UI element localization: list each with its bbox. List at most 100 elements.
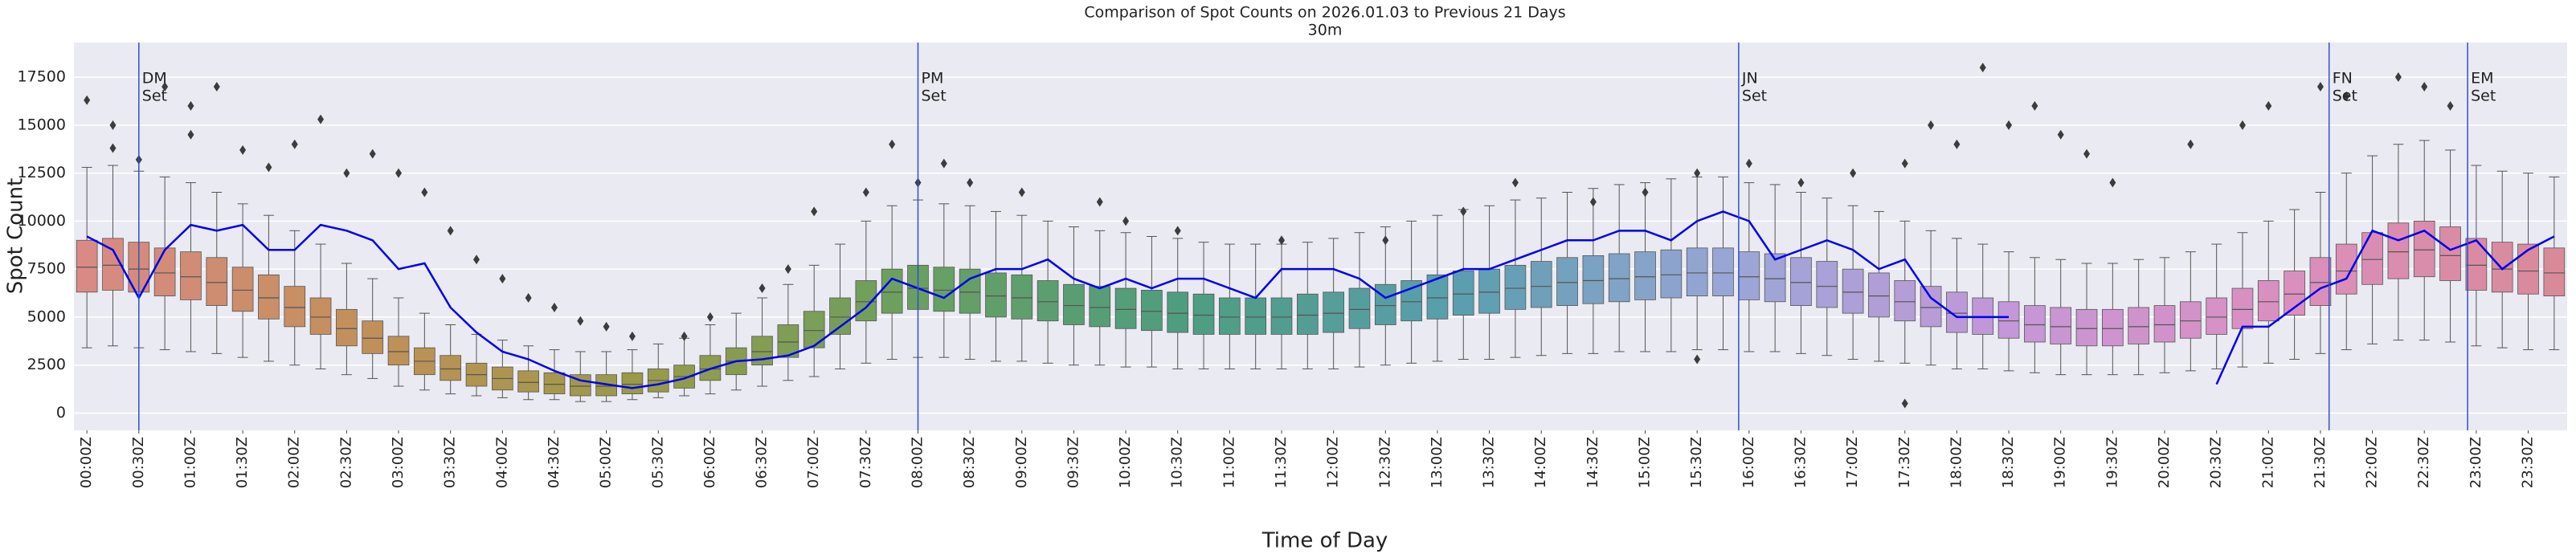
box [985, 272, 1007, 318]
outlier [2421, 81, 2428, 92]
x-tick-label: 22:00Z [2364, 437, 2381, 488]
box [2206, 297, 2227, 335]
x-tick-label: 04:00Z [493, 437, 510, 488]
annotation-label: Set [921, 88, 946, 105]
outlier [2083, 149, 2091, 159]
outlier [1278, 235, 1286, 246]
box [387, 336, 410, 366]
y-tick-label: 12500 [18, 164, 66, 181]
x-tick-label: 18:00Z [1948, 437, 1965, 488]
box [1894, 280, 1916, 322]
box [2102, 308, 2124, 347]
box [1063, 283, 1085, 325]
box [1219, 297, 1241, 335]
outlier [577, 316, 584, 326]
box [517, 370, 539, 393]
outlier [706, 312, 714, 322]
box [543, 372, 566, 394]
y-tick-label: 5000 [27, 308, 66, 325]
box [933, 267, 955, 312]
box [1245, 297, 1267, 335]
x-tick-label: 11:00Z [1221, 437, 1237, 488]
box [2257, 280, 2280, 322]
box [2543, 247, 2566, 297]
outlier [1382, 235, 1389, 246]
outlier [1096, 197, 1103, 207]
box [1920, 286, 1942, 328]
box [440, 355, 462, 381]
outlier [421, 187, 428, 198]
x-tick-label: 05:30Z [649, 437, 666, 488]
outlier [628, 331, 636, 341]
outlier [213, 81, 220, 92]
outlier [525, 293, 532, 303]
annotation-label: DM [142, 70, 167, 88]
outlier [889, 139, 896, 149]
outlier [1797, 177, 1805, 188]
outlier [784, 264, 791, 275]
box [2335, 243, 2357, 295]
outlier [1589, 197, 1597, 207]
outlier [1642, 187, 1649, 198]
box [1297, 293, 1319, 335]
annotation-label: FN [2333, 70, 2353, 88]
box [881, 268, 903, 314]
outlier [1979, 63, 1986, 73]
box [1764, 253, 1786, 303]
x-tick-label: 01:30Z [234, 437, 251, 488]
box [231, 267, 254, 312]
box [2413, 220, 2435, 278]
box [1478, 268, 1500, 314]
x-tick-label: 17:30Z [1896, 437, 1913, 488]
box [1997, 301, 2020, 339]
outlier [343, 168, 350, 178]
x-tick-label: 05:00Z [598, 437, 615, 488]
outlier [2057, 129, 2064, 140]
y-tick-label: 7500 [27, 260, 66, 278]
outlier [1901, 398, 1908, 409]
plot-area [74, 43, 2567, 430]
outlier [1901, 158, 1908, 169]
outlier [1850, 168, 1857, 178]
outlier [1511, 177, 1519, 188]
outlier [84, 95, 91, 105]
outlier [2109, 177, 2116, 188]
box [76, 239, 98, 293]
outlier [239, 145, 247, 155]
box [1686, 247, 1708, 297]
x-tick-label: 07:00Z [805, 437, 822, 488]
outlier [603, 321, 610, 332]
box [2231, 287, 2254, 329]
outlier [162, 81, 169, 92]
outlier [1018, 187, 1025, 198]
box [1842, 268, 1864, 314]
x-tick-label: 17:00Z [1844, 437, 1861, 488]
outlier [2031, 100, 2038, 111]
outlier [265, 162, 272, 173]
annotation-label: JN [1741, 70, 1758, 88]
outlier [758, 283, 766, 294]
x-tick-label: 16:30Z [1792, 437, 1809, 488]
x-tick-label: 04:30Z [546, 437, 562, 488]
outlier [967, 177, 974, 188]
plot [76, 63, 2566, 409]
annotation-label: PM [921, 70, 943, 88]
box [258, 274, 280, 320]
outlier [369, 149, 376, 159]
outlier [499, 274, 506, 284]
x-tick-label: 03:00Z [390, 437, 407, 488]
x-tick-label: 00:30Z [130, 437, 147, 488]
annotation-label: Set [2471, 88, 2496, 105]
outlier [681, 331, 688, 341]
y-tick-label: 10000 [18, 212, 66, 230]
y-axis-label: Spot Count [4, 178, 28, 295]
box [2128, 307, 2150, 344]
annotation-label: Set [2333, 88, 2357, 105]
annotation-label: Set [142, 88, 167, 105]
x-axis-label: Time of Day [1261, 529, 1388, 553]
outlier [395, 168, 403, 178]
y-tick-label: 0 [56, 404, 66, 422]
box [1712, 247, 1734, 297]
box [2387, 222, 2410, 279]
